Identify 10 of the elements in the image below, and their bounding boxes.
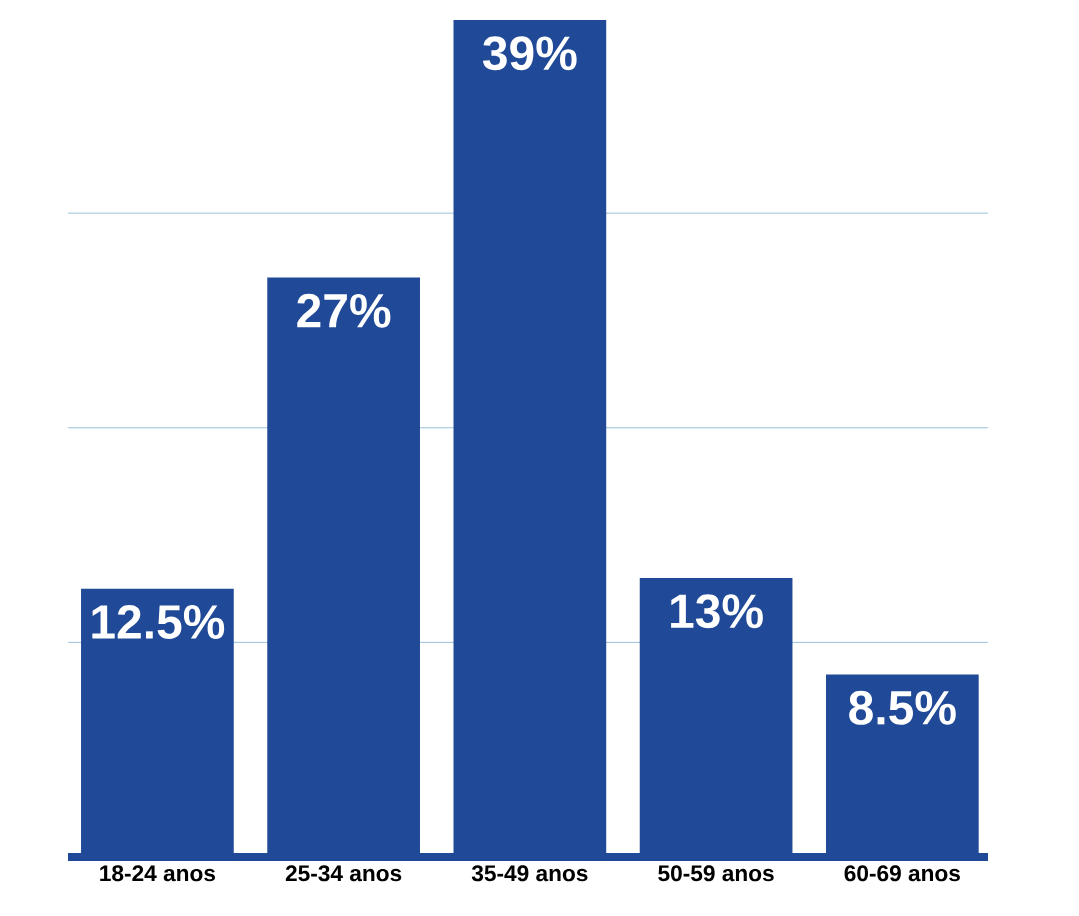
data-label: 27% — [297, 293, 391, 328]
data-label: 13% — [671, 594, 763, 629]
x-tick-label: 50-59 anos — [658, 865, 774, 882]
x-tick-label: 25-34 anos — [285, 865, 402, 882]
x-tick-label: 18-24 anos — [100, 865, 216, 882]
x-tick-label: 60-69 anos — [844, 865, 960, 882]
data-label: 8.5% — [849, 690, 956, 725]
x-tick-label: 35-49 anos — [471, 865, 588, 882]
data-label: 39% — [482, 36, 577, 71]
data-label: 12.5% — [92, 605, 225, 639]
